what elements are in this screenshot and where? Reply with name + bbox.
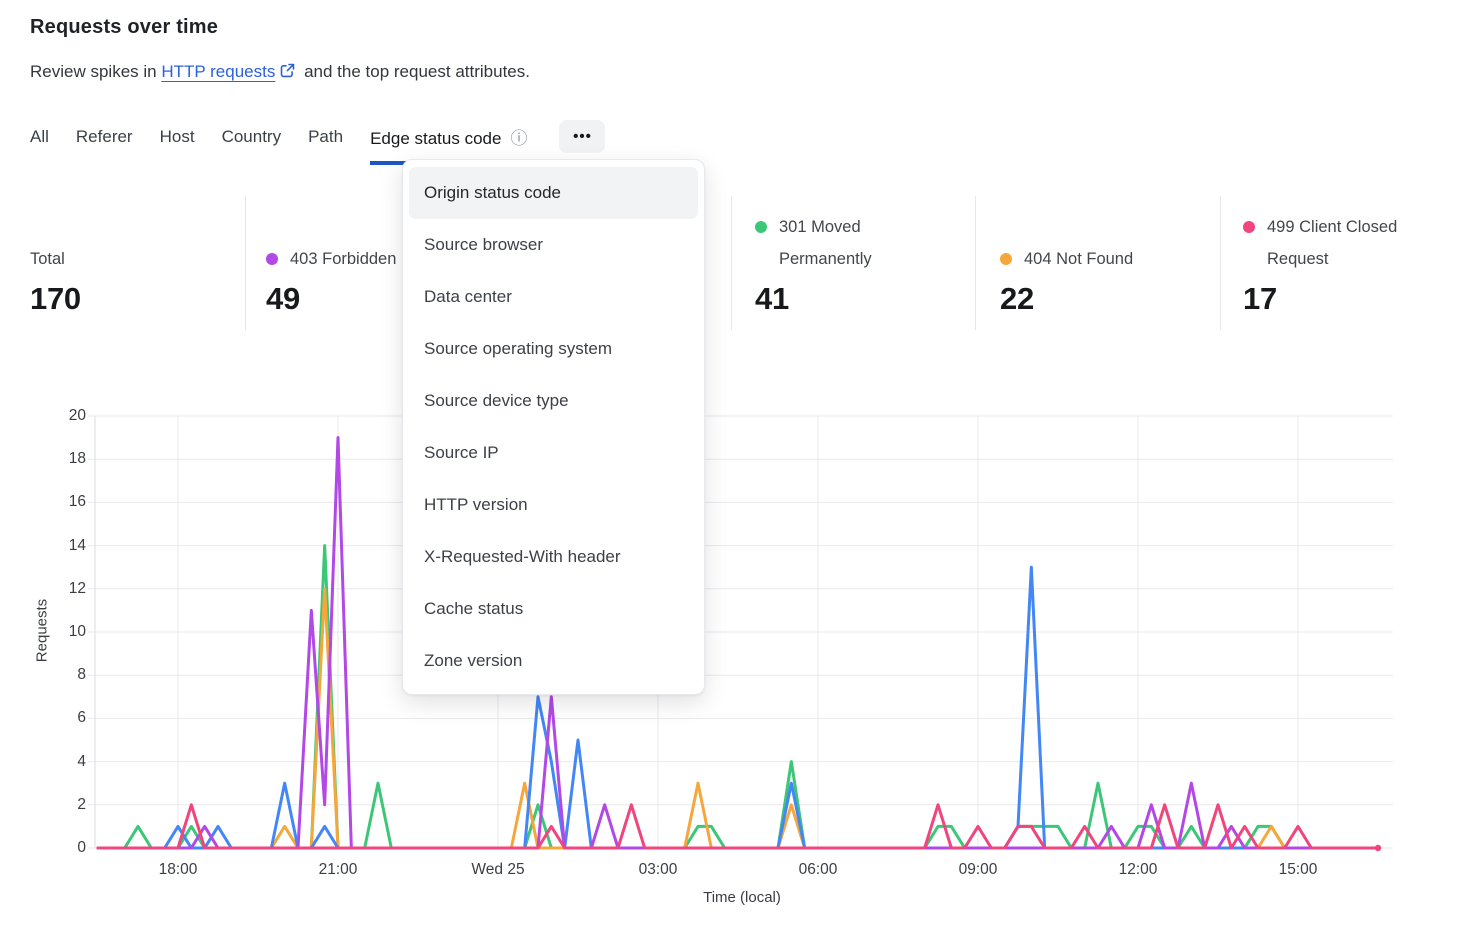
tab-host[interactable]: Host [159,126,195,146]
http-requests-link[interactable]: HTTP requests [161,62,276,81]
stat-card-499: 499 Client Closed Request 17 [1243,190,1443,314]
series-line-499-client-closed-request [96,803,1380,850]
stat-card-301: 301 Moved Permanently 41 [755,190,955,314]
stat-card-404: 404 Not Found 22 [1000,190,1205,314]
subtitle-prefix: Review spikes in [30,62,157,81]
stat-value: 49 [266,281,300,316]
y-tick-label: 20 [68,407,86,424]
stat-card-403: 403 Forbidden 49 [266,190,481,314]
page-title: Requests over time [30,16,219,38]
stat-label: 301 Moved Permanently [779,218,872,268]
legend-dot-301 [755,221,767,233]
stats-divider [975,196,976,330]
stat-value: 22 [1000,281,1034,316]
y-tick-label: 4 [77,752,86,770]
x-tick-label: 06:00 [798,861,838,878]
y-tick-label: 8 [77,666,86,684]
series-end-marker [1374,844,1382,852]
stats-divider [731,196,732,330]
series-line-403-forbidden [96,436,1380,850]
menu-item-http-version[interactable]: HTTP version [424,495,528,514]
x-tick-label: 09:00 [958,861,998,878]
menu-item-x-requested-with-header[interactable]: X-Requested-With header [424,547,621,566]
legend-dot-403 [266,253,278,265]
menu-item-source-browser[interactable]: Source browser [424,235,544,254]
menu-item-source-operating-system[interactable]: Source operating system [424,339,613,358]
y-tick-label: 14 [68,536,86,554]
stat-label: 404 Not Found [1024,250,1134,268]
x-tick-label: 15:00 [1278,861,1318,878]
dimension-dropdown-menu: Origin status code Source browser Data c… [402,159,705,695]
x-tick-label: 21:00 [318,861,358,878]
menu-item-origin-status-code[interactable]: Origin status code [409,167,698,219]
tab-all[interactable]: All [30,126,49,146]
y-tick-label: 12 [68,579,86,597]
x-tick-label: 12:00 [1118,861,1158,878]
stat-label: 499 Client Closed Request [1267,218,1398,268]
stat-value: 41 [755,281,789,316]
stats-divider [1220,196,1221,330]
tab-referer[interactable]: Referer [75,126,133,146]
more-tabs-button[interactable]: ••• [559,120,606,153]
stat-label: 403 Forbidden [290,250,397,268]
subtitle-suffix: and the top request attributes. [304,62,530,81]
menu-item-cache-status[interactable]: Cache status [424,599,524,618]
tab-country[interactable]: Country [221,126,282,146]
external-link-icon [280,63,295,83]
stat-value: 17 [1243,281,1277,316]
legend-dot-404 [1000,253,1012,265]
x-tick-label: Wed 25 [471,861,525,878]
x-axis-title: Time (local) [703,889,781,906]
info-icon[interactable]: ⓘ [510,129,528,148]
x-tick-label: 18:00 [158,861,198,878]
tab-edge-status-code-label: Edge status code [370,129,502,148]
chart-canvas [88,415,1393,852]
tab-path[interactable]: Path [308,126,344,146]
y-tick-label: 18 [68,450,86,468]
stat-value: 170 [30,281,81,316]
stats-divider [245,196,246,330]
menu-item-source-device-type[interactable]: Source device type [424,391,569,410]
page-subtitle: Review spikes in HTTP requests and the t… [30,62,530,83]
stat-card-total: Total 170 [30,190,230,314]
menu-item-zone-version[interactable]: Zone version [424,651,523,670]
stat-label: Total [30,250,65,268]
y-tick-label: 2 [77,795,86,813]
y-tick-label: 10 [68,623,86,640]
legend-dot-499 [1243,221,1255,233]
menu-item-data-center[interactable]: Data center [424,287,512,306]
y-tick-label: 0 [77,839,86,856]
y-tick-label: 16 [68,493,86,511]
menu-item-source-ip[interactable]: Source IP [424,443,499,462]
y-axis-title: Requests [33,598,51,663]
y-tick-label: 6 [77,709,86,727]
x-tick-label: 03:00 [638,861,678,878]
